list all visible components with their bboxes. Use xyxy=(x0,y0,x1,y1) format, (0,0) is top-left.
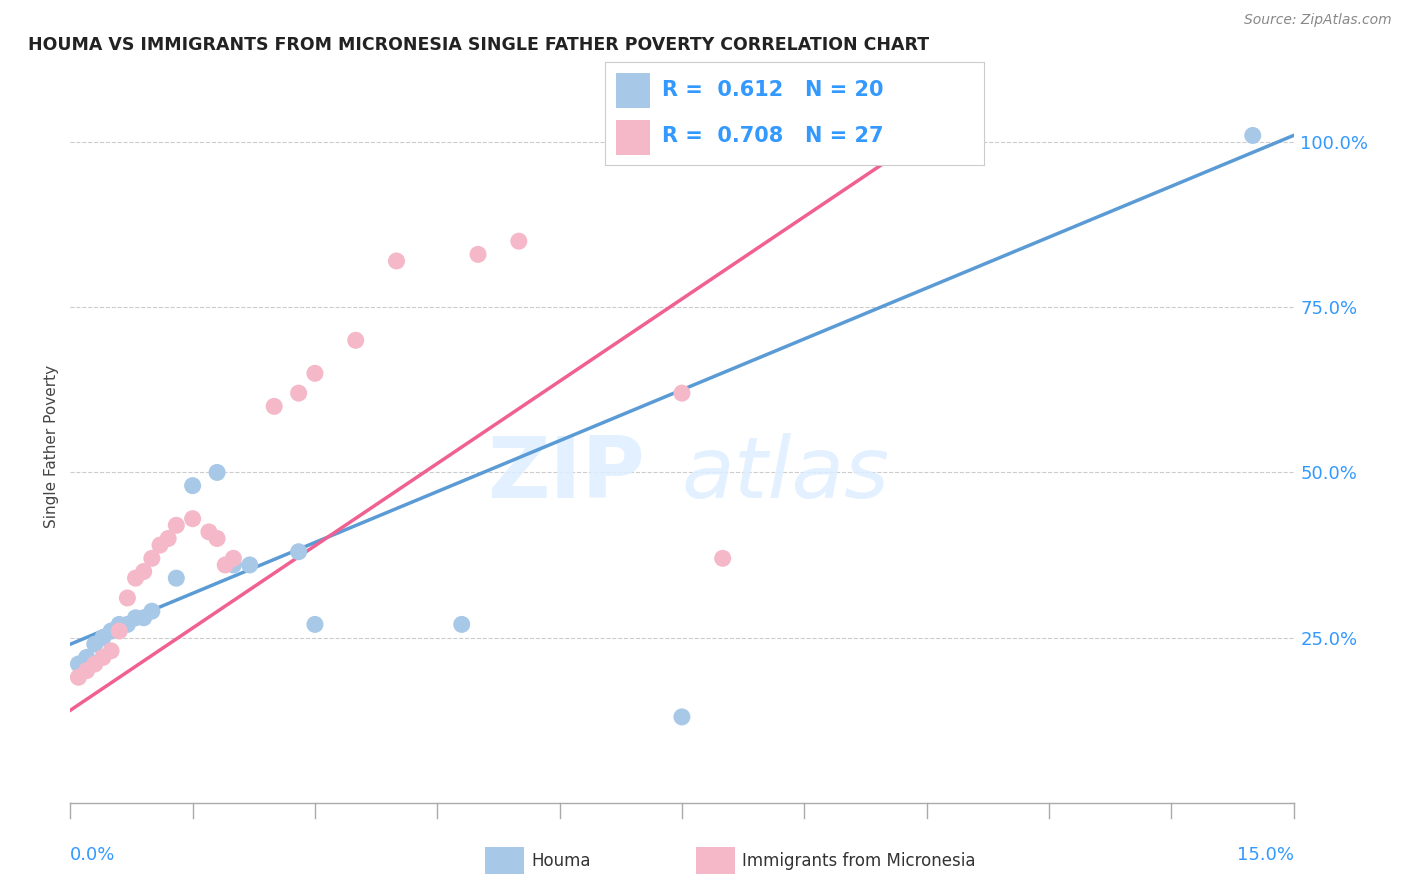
Point xyxy=(304,617,326,632)
Point xyxy=(76,664,98,678)
Point xyxy=(450,617,472,632)
Point xyxy=(671,710,693,724)
Text: Source: ZipAtlas.com: Source: ZipAtlas.com xyxy=(1244,13,1392,28)
Point xyxy=(132,611,155,625)
Point xyxy=(181,478,204,492)
Point xyxy=(287,386,309,401)
Point xyxy=(508,234,530,248)
Point xyxy=(157,532,180,546)
Text: Immigrants from Micronesia: Immigrants from Micronesia xyxy=(742,852,976,870)
Point xyxy=(76,650,98,665)
Text: atlas: atlas xyxy=(682,433,890,516)
Text: R =  0.708   N = 27: R = 0.708 N = 27 xyxy=(662,127,883,146)
Point xyxy=(467,247,489,261)
FancyBboxPatch shape xyxy=(616,120,650,155)
Point xyxy=(205,466,228,480)
Point xyxy=(214,558,236,572)
Point xyxy=(117,591,139,605)
Point xyxy=(385,254,408,268)
Point xyxy=(198,524,221,539)
Point xyxy=(149,538,172,552)
Point xyxy=(165,518,187,533)
Point xyxy=(108,624,131,638)
Point xyxy=(1241,128,1264,143)
Point xyxy=(304,367,326,381)
Text: ZIP: ZIP xyxy=(488,433,645,516)
Point xyxy=(91,650,114,665)
Text: Houma: Houma xyxy=(531,852,591,870)
Point xyxy=(141,604,163,618)
Point xyxy=(141,551,163,566)
Point xyxy=(181,511,204,525)
Point xyxy=(239,558,262,572)
Text: 15.0%: 15.0% xyxy=(1236,846,1294,863)
Point xyxy=(124,571,146,585)
Point xyxy=(344,333,367,347)
Point xyxy=(165,571,187,585)
Y-axis label: Single Father Poverty: Single Father Poverty xyxy=(44,365,59,527)
Point xyxy=(108,617,131,632)
Point xyxy=(117,617,139,632)
Point xyxy=(222,551,245,566)
Point xyxy=(287,545,309,559)
Point xyxy=(124,611,146,625)
Point xyxy=(132,565,155,579)
Point xyxy=(671,386,693,401)
Text: 0.0%: 0.0% xyxy=(70,846,115,863)
FancyBboxPatch shape xyxy=(616,73,650,108)
Point xyxy=(100,644,122,658)
Point xyxy=(205,532,228,546)
Point xyxy=(67,657,90,671)
Point xyxy=(83,657,105,671)
Point xyxy=(100,624,122,638)
Point xyxy=(83,637,105,651)
Text: R =  0.612   N = 20: R = 0.612 N = 20 xyxy=(662,80,883,100)
Point xyxy=(711,551,734,566)
Point xyxy=(91,631,114,645)
Text: HOUMA VS IMMIGRANTS FROM MICRONESIA SINGLE FATHER POVERTY CORRELATION CHART: HOUMA VS IMMIGRANTS FROM MICRONESIA SING… xyxy=(28,36,929,54)
Point xyxy=(222,558,245,572)
Point xyxy=(263,400,285,414)
Point xyxy=(67,670,90,684)
